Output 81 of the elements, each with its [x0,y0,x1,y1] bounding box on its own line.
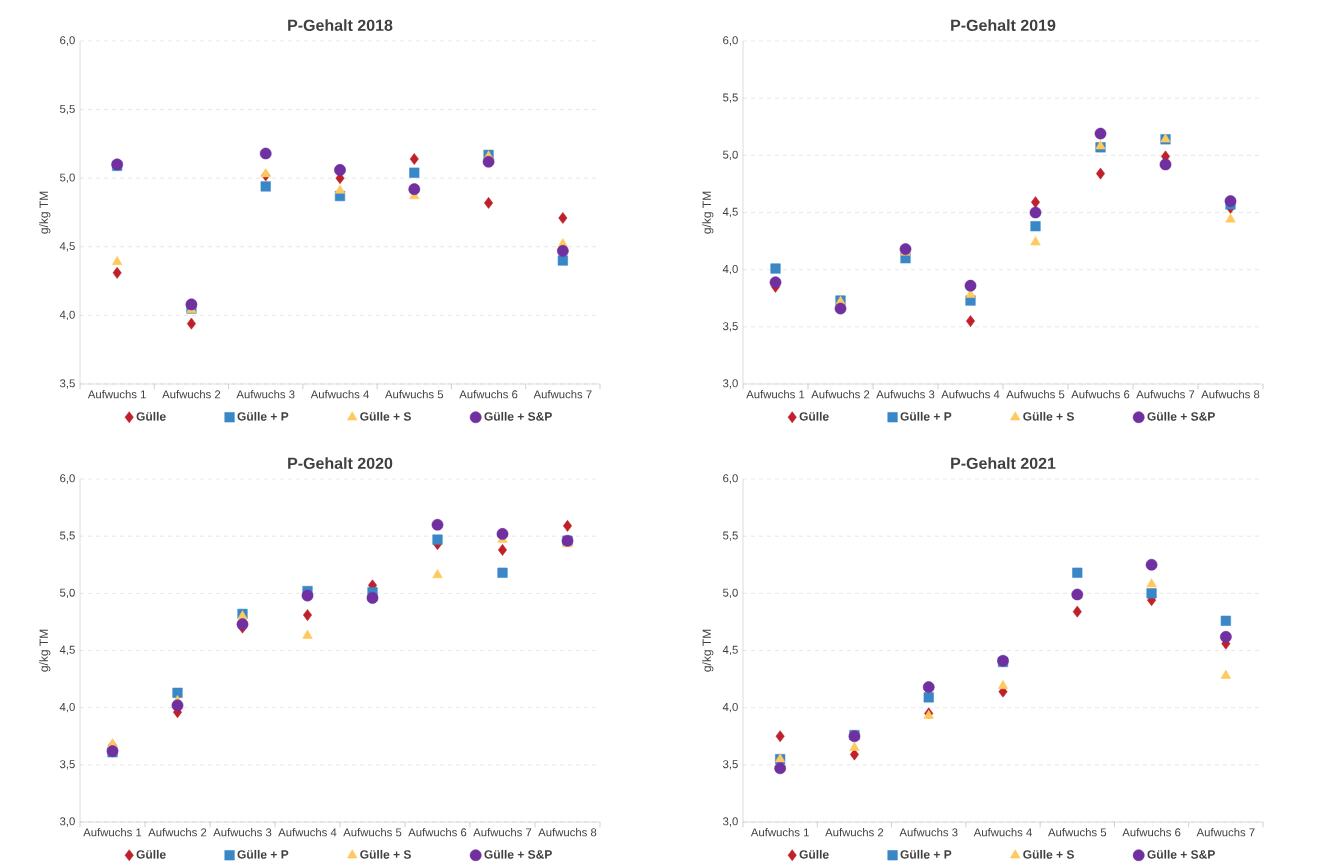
x-tick-label: Aufwuchs 6 [1071,390,1130,399]
y-tick-label: 3,5 [59,379,75,389]
x-tick-label: Aufwuchs 5 [343,828,402,837]
y-tick-label: 5,5 [723,531,738,541]
y-tick-label: 5,0 [60,588,75,599]
legend-label: Gülle + S [360,849,411,859]
x-tick-label: Aufwuchs 2 [148,828,207,837]
x-tick-label: Aufwuchs 3 [236,390,295,399]
x-tick-label: Aufwuchs 3 [876,390,935,399]
y-tick-label: 3,5 [722,760,738,770]
x-tick-label: Aufwuchs 7 [1196,828,1255,837]
chart-title: P-Gehalt 2019 [951,19,1056,31]
y-axis-title: g/kg TM [39,191,51,234]
chart-title: P-Gehalt 2018 [288,19,393,31]
x-tick-label: Aufwuchs 8 [538,828,597,837]
x-tick-label: Aufwuchs 2 [162,390,221,399]
legend-label: Gülle + P [900,411,952,421]
y-tick-label: 3,0 [722,817,738,827]
legend-label: Gülle + S&P [1147,849,1215,859]
y-axis-title: g/kg TM [702,191,714,234]
y-tick-label: 6,0 [60,36,75,46]
y-axis-title: g/kg TM [702,629,714,672]
y-tick-label: 5,0 [723,588,738,599]
y-tick-label: 4,0 [59,310,75,321]
x-tick-label: Aufwuchs 6 [1122,828,1181,837]
y-tick-label: 3,5 [722,322,738,332]
x-tick-label: Aufwuchs 8 [1201,390,1260,399]
y-tick-label: 6,0 [723,474,738,484]
y-tick-label: 4,0 [722,264,738,275]
y-tick-label: 3,5 [59,760,75,770]
legend-label: Gülle [136,411,166,421]
legend-label: Gülle + S [1023,849,1074,859]
x-tick-label: Aufwuchs 4 [278,828,337,837]
x-tick-label: Aufwuchs 1 [83,828,142,837]
legend-label: Gülle [799,411,829,421]
legend-label: Gülle + S [360,411,411,421]
legend-label: Gülle + S&P [484,411,552,421]
x-tick-label: Aufwuchs 3 [899,828,958,837]
legend-label: Gülle + P [900,849,952,859]
legend-label: Gülle + P [237,849,289,859]
y-tick-label: 3,0 [59,817,75,827]
y-tick-label: 4,5 [722,645,738,656]
legend-label: Gülle + S&P [1147,411,1215,421]
x-tick-label: Aufwuchs 5 [1048,828,1107,837]
y-tick-label: 3,0 [722,379,738,389]
legend-label: Gülle + S&P [484,849,552,859]
legend-label: Gülle [799,849,829,859]
legend-label: Gülle + P [237,411,289,421]
x-tick-label: Aufwuchs 4 [310,390,369,399]
legend-label: Gülle + S [1023,411,1074,421]
chart-title: P-Gehalt 2021 [951,457,1056,469]
y-tick-label: 5,0 [60,173,75,183]
x-tick-label: Aufwuchs 1 [746,390,805,399]
x-tick-label: Aufwuchs 7 [533,390,592,399]
y-tick-label: 5,5 [60,104,75,115]
x-tick-label: Aufwuchs 5 [385,390,444,399]
x-tick-label: Aufwuchs 5 [1006,390,1065,399]
chart-title: P-Gehalt 2020 [288,457,393,469]
y-tick-label: 6,0 [60,474,75,484]
y-axis-title: g/kg TM [39,629,51,672]
x-tick-label: Aufwuchs 2 [811,390,870,399]
y-tick-label: 4,5 [722,207,738,218]
y-tick-label: 6,0 [723,36,738,46]
y-tick-label: 4,5 [59,645,75,656]
x-tick-label: Aufwuchs 4 [973,828,1032,837]
x-tick-label: Aufwuchs 6 [459,390,518,399]
y-tick-label: 4,5 [59,242,75,252]
y-tick-label: 4,0 [59,702,75,713]
legend-label: Gülle [136,849,166,859]
x-tick-label: Aufwuchs 1 [87,390,146,399]
x-tick-label: Aufwuchs 7 [1136,390,1195,399]
y-tick-label: 5,5 [60,531,75,541]
x-tick-label: Aufwuchs 3 [213,828,272,837]
y-tick-label: 4,0 [722,702,738,713]
x-tick-label: Aufwuchs 7 [473,828,532,837]
x-tick-label: Aufwuchs 1 [750,828,809,837]
x-tick-label: Aufwuchs 4 [941,390,1000,399]
y-tick-label: 5,0 [723,150,738,160]
x-tick-label: Aufwuchs 2 [825,828,884,837]
y-tick-label: 5,5 [723,93,738,103]
x-tick-label: Aufwuchs 6 [408,828,467,837]
